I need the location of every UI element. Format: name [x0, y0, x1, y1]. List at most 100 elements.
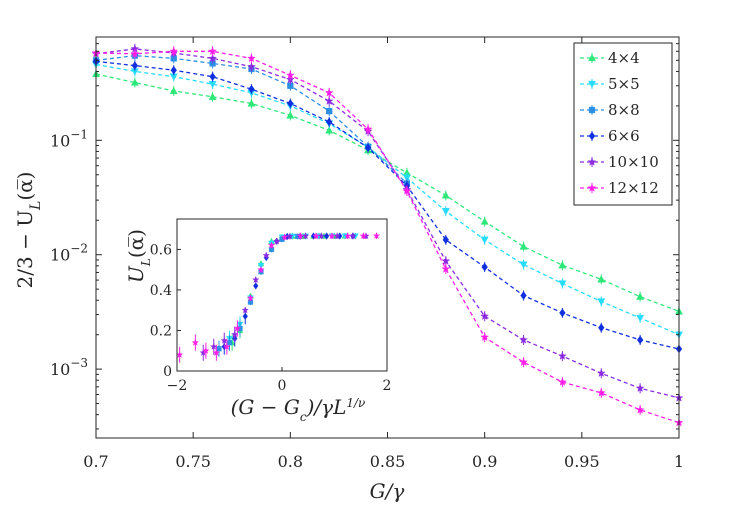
y-tick-exponent: −3 [70, 356, 88, 370]
x-tick-label: 1 [674, 452, 684, 471]
main-line-6x6 [95, 60, 680, 350]
legend-items: 4×4 5×5 8×8 6×6 10×10 12×12 [580, 49, 659, 197]
inset-x-tick-label: 2 [383, 378, 392, 394]
legend-label: 5×5 [608, 75, 640, 93]
inset-y-axis-label: UL(α̅) [124, 229, 153, 283]
legend-box [573, 42, 673, 206]
y-tick-label: 10−1 [50, 127, 88, 150]
y-tick-base: 10 [50, 360, 70, 379]
main-point-4x4 [286, 111, 295, 119]
inset-x-ticks: −2 0 2 [167, 367, 392, 394]
legend-label: 10×10 [608, 153, 659, 171]
inset-point-8x8 [226, 340, 233, 346]
main-point-12x12 [363, 124, 373, 134]
main-series-4x4 [91, 68, 684, 317]
legend-item-10x10: 10×10 [580, 153, 659, 171]
inset-point-12x12 [191, 338, 200, 346]
y-tick-label: 10−3 [50, 356, 88, 379]
inset-y-tick-label: 0.4 [150, 283, 172, 299]
inset-x-axis-label: (G − Gc)/γL1/ν [231, 395, 366, 424]
main-point-10x10 [441, 256, 451, 265]
main-point-6x6 [287, 99, 294, 108]
inset-x-tick-label: −2 [167, 378, 188, 394]
inset-point-12x12 [359, 232, 368, 240]
main-y-ticks: 10−310−210−1 [50, 36, 679, 430]
inset-point-12x12 [343, 232, 352, 240]
main-point-12x12 [208, 46, 218, 56]
y-tick-base: 10 [50, 131, 70, 150]
inset-y-label-subscript: L [139, 258, 153, 267]
main-point-6x6 [248, 84, 255, 94]
main-point-12x12 [169, 46, 179, 56]
inset-y-tick-label: 0.2 [150, 323, 172, 339]
inset-point-12x12 [328, 232, 336, 240]
main-point-12x12 [596, 388, 606, 397]
legend-item-4x4: 4×4 [580, 49, 640, 67]
main-point-5x5 [480, 236, 489, 244]
legend-item-5x5: 5×5 [580, 75, 640, 93]
inset-x-tick-label: 0 [278, 378, 287, 394]
main-point-6x6 [131, 61, 139, 70]
main-point-4x4 [480, 217, 489, 225]
inset-x-label-part-b: )/γL [306, 395, 347, 419]
main-point-5x5 [441, 208, 450, 216]
main-point-10x10 [480, 311, 490, 321]
main-point-6x6 [559, 308, 566, 318]
main-point-6x6 [598, 323, 605, 333]
main-point-4x4 [519, 242, 528, 250]
x-tick-label: 0.7 [83, 452, 108, 471]
main-y-label-subscript: L [28, 201, 44, 211]
inset-point-8x8 [216, 346, 222, 352]
main-y-label-part-a: 2/3 − U [13, 210, 37, 289]
inset-point-6x6 [253, 282, 259, 290]
inset-point-12x12 [280, 233, 289, 241]
inset-point-12x12 [296, 232, 305, 240]
x-tick-label: 0.9 [472, 452, 497, 471]
main-point-6x6 [364, 143, 372, 153]
main-point-4x4 [441, 191, 450, 199]
legend-marker [588, 131, 596, 141]
inset-y-label-part-a: U [124, 265, 148, 283]
main-line-12x12 [95, 50, 680, 424]
main-point-8x8 [326, 107, 333, 115]
legend-label: 12×12 [608, 179, 659, 197]
main-point-6x6 [326, 117, 333, 127]
main-line-10x10 [95, 48, 680, 399]
inset-point-12x12 [233, 324, 242, 332]
main-point-12x12 [480, 332, 490, 342]
main-point-4x4 [325, 126, 334, 134]
inset-point-10x10 [286, 232, 294, 240]
main-y-axis-label: 2/3 − UL(α̅) [13, 172, 44, 289]
inset-point-10x10 [241, 306, 249, 314]
inset-axes: −2 0 2 00.20.40.6 (G − Gc)/γL1/ν UL(α̅) [124, 218, 392, 424]
main-point-12x12 [285, 70, 295, 80]
legend-marker [587, 80, 597, 89]
main-point-10x10 [635, 383, 645, 393]
y-tick-exponent: −2 [70, 242, 88, 256]
main-point-5x5 [402, 174, 411, 182]
inset-y-label-part-b: (α̅) [124, 229, 148, 258]
main-point-5x5 [558, 280, 567, 288]
inset-x-label-part-a: (G − G [231, 395, 300, 419]
main-point-4x4 [130, 78, 139, 86]
legend-marker [588, 106, 596, 114]
x-tick-label: 0.95 [564, 452, 600, 471]
main-point-6x6 [170, 65, 177, 75]
inset-point-12x12 [223, 342, 231, 350]
main-point-12x12 [635, 405, 645, 414]
main-point-4x4 [169, 86, 178, 95]
main-line-4x4 [95, 73, 680, 312]
main-point-10x10 [557, 351, 567, 360]
main-point-6x6 [481, 262, 488, 272]
y-tick-base: 10 [50, 246, 70, 265]
inset-y-ticks: 0 0.2 0.4 0.6 [150, 242, 181, 380]
inset-point-6x6 [323, 232, 330, 240]
legend-marker [587, 53, 597, 62]
main-point-4x4 [636, 292, 645, 300]
main-point-12x12 [557, 377, 567, 386]
main-point-6x6 [520, 291, 527, 300]
main-x-ticks: 0.7 0.75 0.8 0.85 0.9 0.95 1 [83, 37, 684, 471]
inset-x-label-subscript: c [300, 410, 307, 424]
legend-item-8x8: 8×8 [580, 101, 640, 119]
x-tick-label: 0.75 [175, 452, 211, 471]
